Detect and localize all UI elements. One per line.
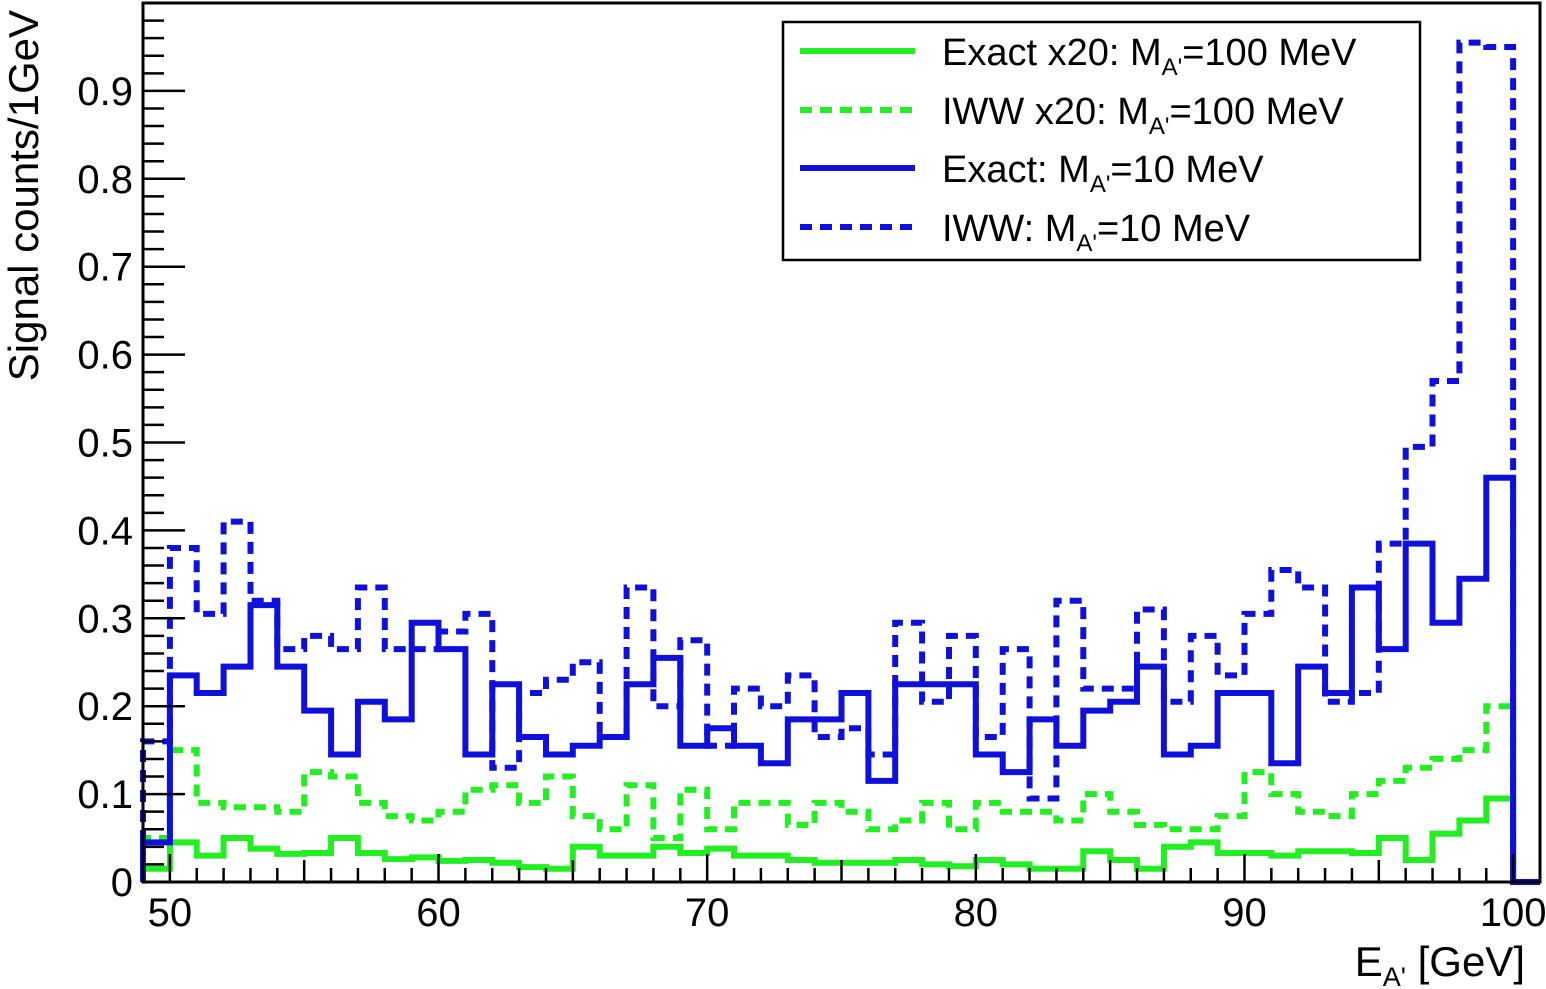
y-tick-label: 0.9 (77, 70, 133, 114)
y-tick-label: 0.1 (77, 773, 133, 817)
x-tick-label: 100 (1480, 891, 1546, 935)
legend-entry-suffix: =10 MeV (1097, 208, 1251, 250)
y-tick-label: 0.8 (77, 158, 133, 202)
x-tick-label: 70 (685, 891, 730, 935)
legend-entry-sub: A' (1076, 230, 1097, 257)
axis-titles: EA' [GeV] Signal counts/1GeV (0, 10, 1525, 989)
legend-entry-suffix: =100 MeV (1169, 91, 1344, 133)
legend-entry-2: Exact: MA'=10 MeV (942, 149, 1264, 198)
legend-entry-prefix: IWW x20: M (942, 91, 1149, 133)
legend-entry-3: IWW: MA'=10 MeV (942, 208, 1251, 257)
x-tick-label: 50 (148, 891, 193, 935)
y-tick-label: 0.2 (77, 685, 133, 729)
legend-entry-prefix: Exact x20: M (942, 32, 1162, 74)
y-tick-label: 0.5 (77, 422, 133, 466)
y-tick-label: 0.3 (77, 597, 133, 641)
legend-entry-1: IWW x20: MA'=100 MeV (942, 91, 1344, 140)
series-0-line (140, 795, 1540, 885)
y-axis-title: Signal counts/1GeV (0, 10, 47, 381)
legend-entry-sub: A' (1149, 113, 1170, 140)
x-tick-label: 80 (954, 891, 999, 935)
series-layer (140, 39, 1540, 885)
y-tick-label: 0.7 (77, 246, 133, 290)
x-tick-label: 90 (1222, 891, 1267, 935)
legend-entry-prefix: Exact: M (942, 149, 1090, 191)
series-2-line (140, 474, 1540, 885)
series-3-line (140, 39, 1540, 885)
x-tick-label: 60 (416, 891, 461, 935)
y-tick-label: 0.6 (77, 334, 133, 378)
legend-entry-prefix: IWW: M (942, 208, 1076, 250)
y-tick-label: 0.4 (77, 509, 133, 553)
axes-layer: 0 0.1 0.2 0.3 0.4 0.5 0.6 0.7 0.8 0.9 50 60 70 80 90 10… (77, 1, 1546, 935)
legend-entry-sub: A' (1162, 54, 1183, 81)
legend-entry-suffix: =100 MeV (1182, 32, 1357, 74)
series-1-line (140, 703, 1540, 885)
x-axis-title-suffix: [GeV] (1406, 938, 1525, 985)
x-axis-title: EA' [GeV] (1355, 938, 1525, 989)
x-axis-title-sub: A' (1383, 962, 1406, 989)
legend-box (781, 20, 1422, 262)
legend-entry-0: Exact x20: MA'=100 MeV (942, 32, 1357, 81)
legend-entry-suffix: =10 MeV (1110, 149, 1264, 191)
legend-entry-sub: A' (1090, 171, 1111, 198)
x-axis-title-base: E (1355, 938, 1383, 985)
y-tick-label: 0 (111, 861, 133, 905)
